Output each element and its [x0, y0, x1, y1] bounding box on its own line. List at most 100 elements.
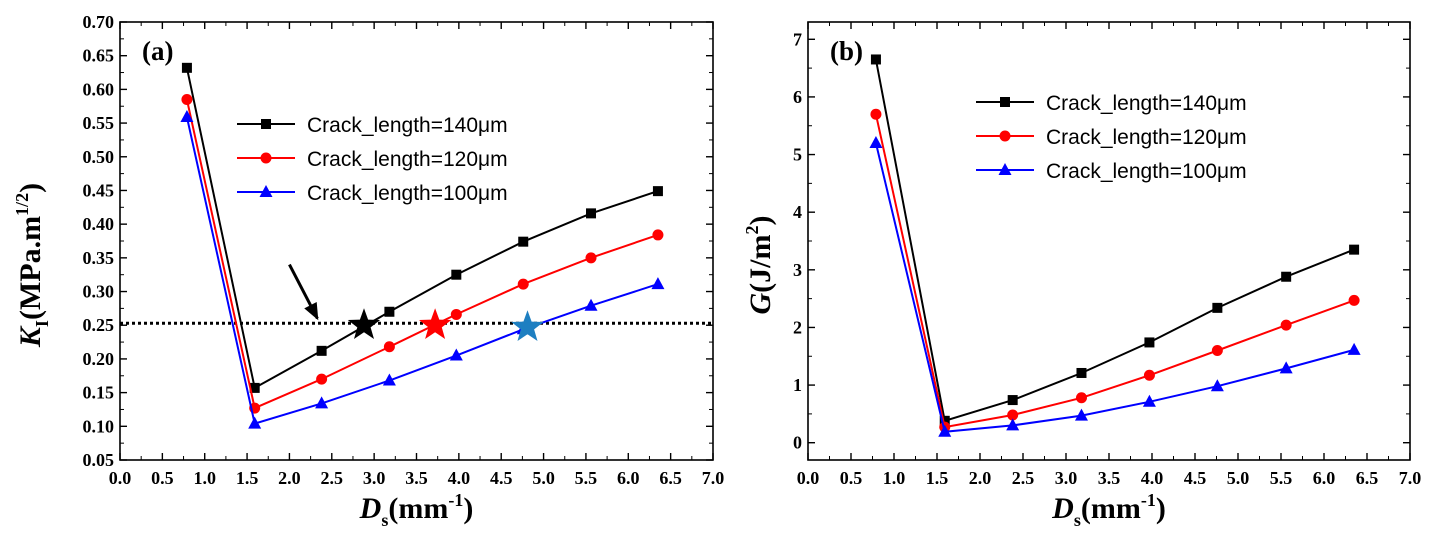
data-point [869, 136, 883, 149]
y-tick-label: 0 [793, 433, 802, 453]
data-point [1211, 345, 1223, 356]
y-tick-label: 0.45 [83, 180, 115, 200]
legend-label: Crack_length=120μm [1046, 126, 1247, 149]
data-point [1007, 395, 1018, 406]
data-point [1347, 342, 1361, 355]
x-axis-title-sub: s [1074, 510, 1081, 530]
x-tick-label: 4.5 [490, 468, 513, 488]
panel-label: (a) [142, 36, 173, 66]
series-line [185, 116, 659, 425]
y-axis-title-sup: 2 [742, 226, 762, 235]
data-point [1210, 379, 1224, 392]
x-axis-title-end: ) [463, 492, 473, 525]
x-tick-label: 2.0 [278, 468, 301, 488]
data-point [1076, 367, 1087, 378]
data-point [1074, 408, 1088, 421]
y-axis-title-end: ) [744, 216, 777, 226]
legend-label: Crack_length=140μm [1046, 92, 1247, 115]
x-axis-title-main: D [1051, 492, 1074, 525]
x-axis-title: Ds(mm-1) [1051, 490, 1166, 530]
series-triangle [180, 110, 665, 429]
series-circle [181, 93, 664, 414]
x-tick-label: 2.5 [321, 468, 344, 488]
x-axis-title-unit: (mm [388, 492, 448, 525]
x-tick-label: 3.0 [1055, 468, 1078, 488]
x-axis-title-sup: -1 [448, 490, 463, 510]
data-point [1143, 369, 1155, 381]
x-tick-label: 2.0 [969, 468, 992, 488]
data-point [586, 208, 597, 219]
y-tick-label: 0.10 [83, 416, 115, 436]
series-triangle [869, 136, 1361, 437]
series-circle [870, 108, 1360, 433]
y-tick-label: 2 [793, 317, 802, 337]
star-marker [511, 310, 544, 341]
legend: Crack_length=140μm Crack_length=120μm Crac… [976, 92, 1247, 183]
x-tick-label: 3.5 [405, 468, 428, 488]
y-tick-label: 7 [793, 29, 802, 49]
legend-label: Crack_length=100μm [307, 182, 508, 205]
data-point [449, 348, 463, 361]
data-point [870, 54, 881, 65]
data-point [450, 308, 462, 320]
x-tick-label: 5.0 [1227, 468, 1250, 488]
legend-marker [999, 130, 1011, 142]
data-point [1279, 361, 1293, 374]
y-tick-label: 0.55 [83, 113, 115, 133]
data-point [585, 252, 597, 264]
x-tick-label: 4.5 [1184, 468, 1207, 488]
data-point [652, 229, 664, 241]
x-tick-label: 1.0 [193, 468, 216, 488]
y-tick-label: 0.35 [83, 248, 115, 268]
y-tick-label: 0.65 [83, 46, 115, 66]
data-point [938, 424, 952, 437]
x-tick-label: 3.0 [363, 468, 386, 488]
data-point [180, 110, 194, 123]
chart-panel-a: 0.0 0.5 1.0 1.5 2.0 2.5 3.0 3.5 4.0 4.5 5.0 5.5 6.0 6… [12, 12, 724, 530]
data-point [383, 341, 395, 353]
x-tick-label: 0.0 [109, 468, 132, 488]
y-axis-title-main: G [744, 293, 777, 315]
x-tick-label: 0.5 [151, 468, 174, 488]
y-tick-label: 0.30 [83, 282, 115, 302]
y-tick-label: 0.50 [83, 147, 115, 167]
data-point [1280, 319, 1292, 331]
y-axis-title-end: ) [14, 183, 47, 193]
x-tick-label: 1.5 [926, 468, 949, 488]
x-tick-label: 5.0 [532, 468, 555, 488]
data-point [651, 277, 665, 290]
series-line [874, 142, 1355, 433]
series-square [181, 62, 663, 393]
y-tick-label: 0.60 [83, 79, 115, 99]
y-axis-title-sub: I [32, 320, 52, 327]
data-point [1348, 294, 1360, 306]
y-tick-label: 4 [793, 202, 802, 222]
y-tick-label: 0.70 [83, 12, 115, 32]
data-point [316, 373, 328, 385]
y-tick-label: 3 [793, 260, 802, 280]
arrow-head [304, 301, 319, 321]
x-tick-label: 0.0 [797, 468, 820, 488]
x-axis-title: Ds(mm-1) [359, 490, 474, 530]
series-line [185, 99, 659, 410]
y-tick-label: 0.05 [83, 450, 115, 470]
data-point [382, 373, 396, 386]
data-point [451, 269, 462, 280]
data-point [315, 396, 329, 409]
series-line [874, 59, 1355, 423]
y-tick-label: 0.20 [83, 349, 115, 369]
x-tick-label: 5.5 [575, 468, 598, 488]
star-marker [347, 308, 381, 339]
data-point [249, 382, 260, 393]
data-point [939, 415, 950, 426]
legend-marker [261, 119, 271, 129]
star-marker [419, 308, 452, 339]
x-tick-label: 1.5 [236, 468, 259, 488]
legend-label: Crack_length=120μm [307, 148, 508, 171]
y-tick-label: 0.25 [83, 315, 115, 335]
y-axis-title: G(J/m2) [742, 216, 777, 315]
plot-frame [119, 21, 714, 461]
series-line [185, 67, 659, 390]
legend-marker [998, 163, 1012, 175]
